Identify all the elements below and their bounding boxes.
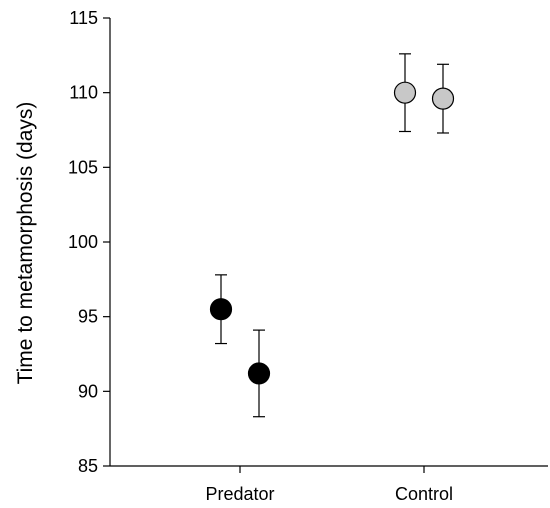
y-tick-label-100: 100	[68, 232, 98, 252]
data-point-control-2	[431, 87, 455, 110]
error-bars	[215, 53, 449, 418]
y-tick-label-115: 115	[69, 8, 98, 28]
data-point-control-1	[393, 81, 417, 104]
x-tick-label-control: Control	[395, 484, 453, 504]
y-tick-label-85: 85	[78, 456, 98, 476]
y-axis-title: Time to metamorphosis (days)	[14, 102, 37, 385]
data-point-predator-2	[247, 362, 271, 385]
x-axis-ticks: Predator Control	[205, 466, 453, 504]
y-tick-label-90: 90	[78, 381, 98, 401]
data-point-predator-1	[209, 298, 233, 321]
y-axis-ticks: 85 90 95 100 105 110 115	[68, 8, 110, 476]
x-tick-label-predator: Predator	[205, 484, 274, 504]
data-points	[209, 81, 455, 385]
y-tick-label-95: 95	[78, 307, 98, 327]
axes	[109, 18, 548, 467]
y-tick-label-110: 110	[69, 83, 98, 103]
y-tick-label-105: 105	[68, 157, 98, 177]
